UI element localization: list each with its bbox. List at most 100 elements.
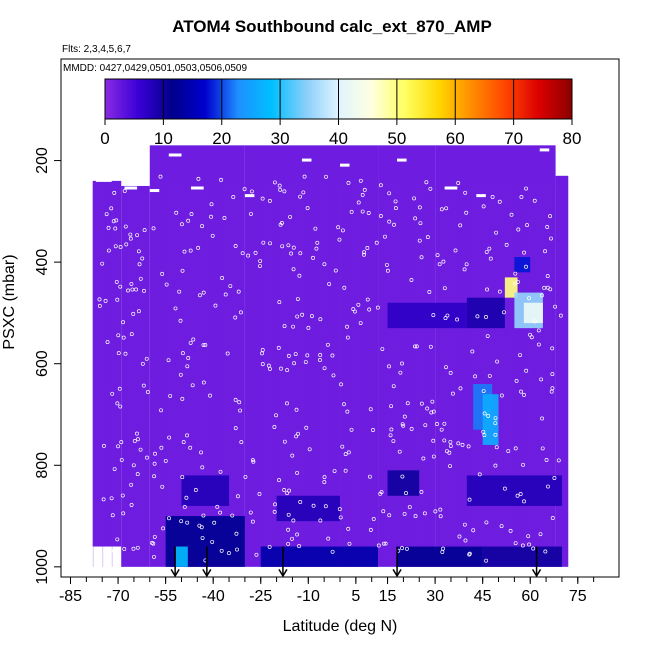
observation-point <box>280 244 285 249</box>
heatmap-band <box>282 185 284 567</box>
heatmap-band <box>454 185 456 567</box>
observation-point <box>222 216 227 220</box>
top-trace <box>301 158 312 162</box>
observation-point <box>423 423 428 428</box>
observation-point <box>173 306 178 311</box>
top-trace <box>397 158 407 162</box>
observation-point <box>545 285 550 290</box>
observation-point <box>456 181 461 185</box>
observation-point <box>405 401 410 406</box>
observation-point <box>134 431 139 436</box>
observation-point <box>378 491 383 496</box>
observation-point <box>400 361 404 366</box>
heatmap-band <box>425 185 427 567</box>
observation-point <box>295 470 300 475</box>
observation-point <box>481 389 486 393</box>
observation-point <box>371 428 375 432</box>
profile-markers <box>170 546 542 578</box>
x-tick-label: -55 <box>154 588 177 605</box>
top-trace <box>244 194 255 198</box>
observation-point <box>380 347 385 351</box>
observation-point <box>111 219 116 224</box>
observation-point <box>484 520 489 525</box>
observation-point <box>493 463 498 468</box>
observation-point <box>136 249 141 254</box>
observation-point <box>558 313 563 318</box>
observation-point <box>130 287 135 292</box>
observation-point <box>365 297 370 302</box>
observation-point <box>323 504 328 509</box>
heatmap-band <box>197 185 199 567</box>
observation-point <box>188 340 193 345</box>
observation-point <box>448 464 452 468</box>
observation-point <box>471 528 476 533</box>
observation-point <box>462 267 467 272</box>
x-tick-label: 5 <box>351 588 360 605</box>
observation-point <box>286 243 291 248</box>
observation-point <box>367 474 372 479</box>
observation-point <box>556 458 561 463</box>
observation-point <box>186 355 191 360</box>
observation-point <box>145 455 149 460</box>
heatmap-band <box>244 185 246 567</box>
heatmap-band <box>178 185 180 567</box>
observation-point <box>277 478 281 483</box>
observation-point <box>293 352 298 356</box>
observation-point <box>140 256 145 261</box>
observation-point <box>250 458 255 463</box>
observation-point <box>115 401 120 406</box>
observation-point <box>307 447 312 452</box>
observation-point <box>540 416 544 421</box>
x-axis: -85 -70 -55 -40 -25 -10 5 15 30 45 60 75 <box>59 577 595 605</box>
observation-point <box>223 292 228 297</box>
observation-point <box>460 442 465 447</box>
heatmap-column <box>92 180 122 547</box>
observation-point <box>288 214 293 219</box>
observation-point <box>185 520 190 525</box>
heatmap-band <box>292 185 294 567</box>
observation-point <box>260 362 265 367</box>
observation-point <box>231 194 236 199</box>
heatmap-band <box>140 185 142 567</box>
heatmap-band <box>435 185 437 567</box>
observation-point <box>509 212 514 217</box>
observation-point <box>226 551 231 556</box>
heatmap-cell <box>397 546 483 567</box>
observation-point <box>277 183 282 188</box>
y-axis: 200 400 600 800 1000 <box>34 147 61 585</box>
observation-point <box>291 518 296 523</box>
x-tick-label: 15 <box>379 588 397 605</box>
observation-point <box>129 482 134 487</box>
top-trace <box>476 194 486 198</box>
observation-point <box>340 228 345 233</box>
heatmap-band <box>416 185 418 567</box>
observation-point <box>117 386 122 391</box>
heatmap-cell <box>260 546 379 567</box>
observation-point <box>129 503 134 507</box>
observation-point <box>518 492 523 496</box>
observation-point <box>116 333 121 338</box>
observation-point <box>260 348 265 352</box>
observation-point <box>180 475 185 480</box>
observation-point <box>418 221 423 226</box>
colorbar: 0 10 20 30 40 50 60 70 80 <box>100 78 581 148</box>
observation-point <box>260 196 265 201</box>
observation-point <box>477 472 482 477</box>
heatmap-cell <box>523 302 543 324</box>
observation-point <box>515 493 520 498</box>
dates-subtitle: MMDD: 0427,0429,0501,0503,0506,0509 <box>63 63 247 74</box>
observation-point <box>518 353 522 358</box>
observation-point <box>431 409 436 414</box>
observation-point <box>113 226 118 231</box>
heatmap-band <box>558 185 560 567</box>
observation-point <box>545 225 550 229</box>
observation-point <box>458 223 463 228</box>
observation-point <box>413 514 418 519</box>
observation-point <box>201 343 206 347</box>
observation-point <box>453 248 458 253</box>
observation-point <box>290 453 295 458</box>
observation-point <box>360 192 365 197</box>
observation-point <box>463 190 468 195</box>
observation-point <box>524 368 529 373</box>
observation-point <box>167 516 171 521</box>
